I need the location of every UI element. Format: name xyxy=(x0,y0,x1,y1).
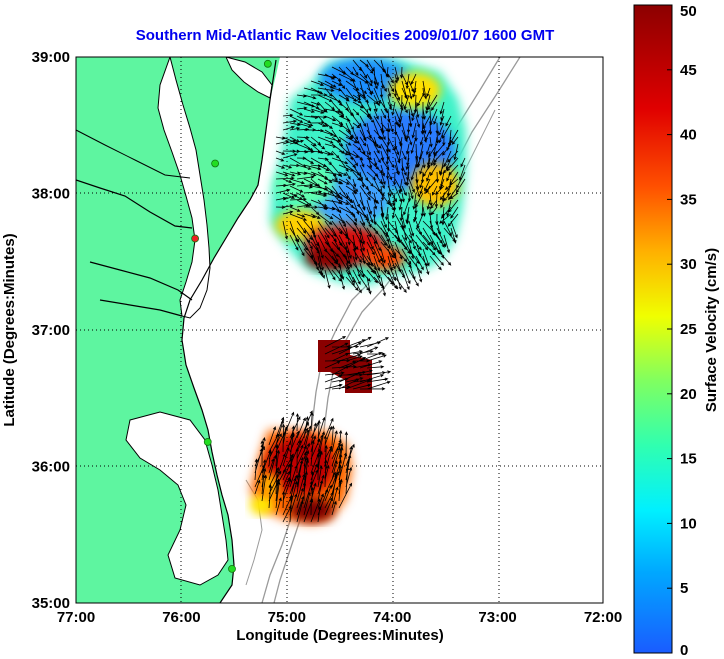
radar-stations xyxy=(191,59,272,573)
colorbar-tick-label: 40 xyxy=(680,127,697,144)
colorbar-tick-label: 25 xyxy=(680,321,697,338)
x-tick-label: 73:00 xyxy=(478,609,516,626)
colorbar-gradient xyxy=(633,4,673,654)
rappahannock-river xyxy=(76,129,191,179)
radar-station-marker xyxy=(211,159,220,168)
velocity-arrow-set xyxy=(254,59,466,523)
map-grid xyxy=(76,57,603,603)
radar-station-marker xyxy=(263,59,272,68)
x-tick-label: 75:00 xyxy=(268,609,306,626)
radar-station-marker xyxy=(228,564,236,573)
y-tick-label: 37:00 xyxy=(32,322,70,339)
colorbar-tick-label: 45 xyxy=(680,62,697,79)
y-axis-ticks: 39:00 38:00 37:00 36:00 35:00 xyxy=(32,49,70,612)
x-axis-ticks: 77:00 76:00 75:00 74:00 73:00 72:00 xyxy=(57,609,622,626)
y-tick-label: 39:00 xyxy=(32,49,70,66)
x-axis-label: Longitude (Degrees:Minutes) xyxy=(236,627,444,644)
colorbar-tick-label: 35 xyxy=(680,191,697,208)
x-tick-label: 74:00 xyxy=(373,609,411,626)
radar-station-marker xyxy=(203,438,212,446)
colorbar-label: Surface Velocity (cm/s) xyxy=(703,248,720,412)
colorbar-tick-label: 50 xyxy=(680,3,697,20)
colorbar-tick-label: 30 xyxy=(680,256,697,273)
york-james-rivers xyxy=(89,261,193,317)
y-tick-label: 38:00 xyxy=(32,186,70,203)
radar-station-marker xyxy=(191,234,200,243)
x-tick-label: 76:00 xyxy=(162,609,200,626)
colorbar-tick-label: 0 xyxy=(680,642,688,659)
y-axis-label: Latitude (Degrees:Minutes) xyxy=(1,233,18,426)
colorbar-tick-label: 5 xyxy=(680,580,688,597)
x-tick-label: 72:00 xyxy=(584,609,622,626)
plot-frame xyxy=(75,56,604,604)
colorbar-tick-label: 20 xyxy=(680,386,697,403)
velocity-arrows xyxy=(254,59,466,523)
chesapeake-bay xyxy=(157,57,211,319)
figure-title: Southern Mid-Atlantic Raw Velocities 200… xyxy=(136,27,554,44)
y-tick-label: 35:00 xyxy=(32,595,70,612)
y-tick-label: 36:00 xyxy=(32,459,70,476)
velocity-field-outer-banks xyxy=(250,430,352,524)
x-tick-label: 77:00 xyxy=(57,609,95,626)
colorbar-tick-label: 10 xyxy=(680,515,697,532)
colorbar-tick-label: 15 xyxy=(680,451,697,468)
barrier-island-coastline xyxy=(181,59,277,603)
potomac-river xyxy=(76,179,193,229)
